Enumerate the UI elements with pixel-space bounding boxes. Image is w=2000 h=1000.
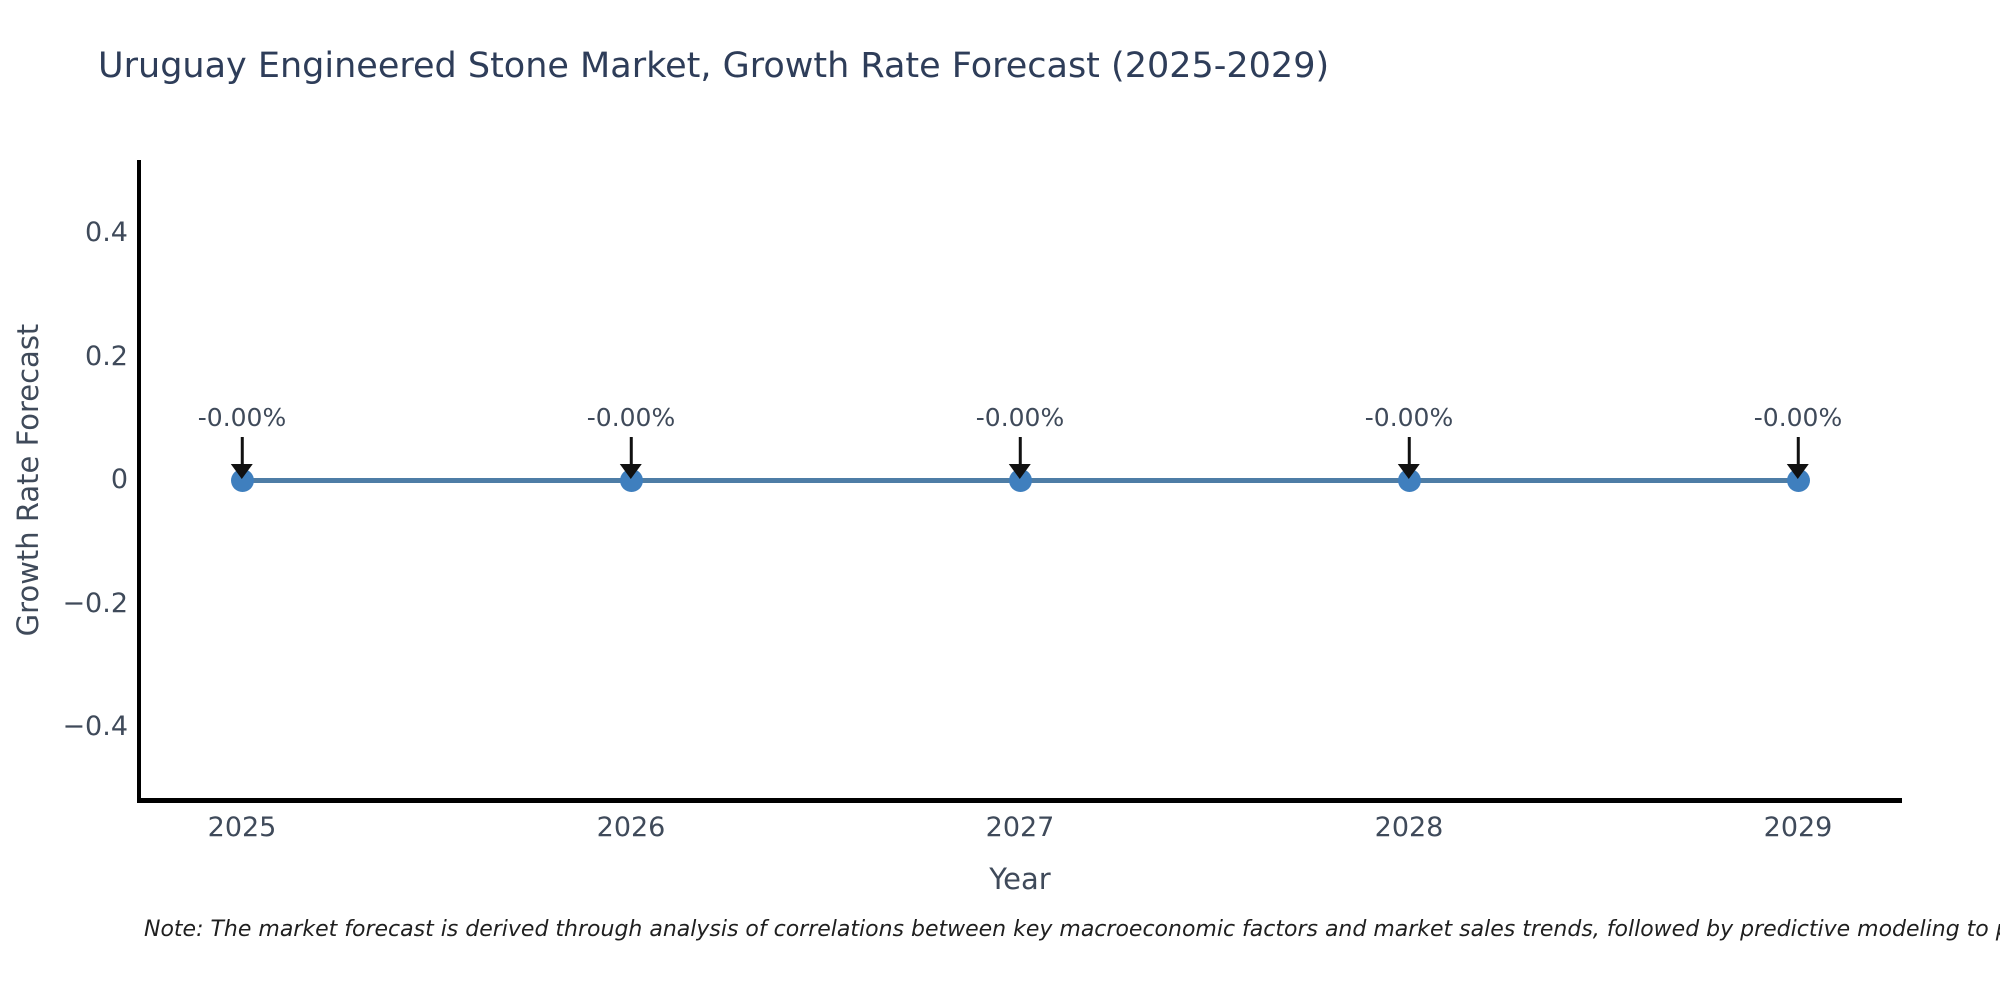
chart-title: Uruguay Engineered Stone Market, Growth … <box>98 46 1330 86</box>
annotation-label: -0.00% <box>586 403 676 432</box>
x-tick-label: 2025 <box>207 812 277 843</box>
y-tick-label: −0.4 <box>62 711 128 742</box>
x-tick-label: 2029 <box>1763 812 1833 843</box>
x-axis-line <box>137 798 1902 803</box>
x-axis-title: Year <box>989 862 1051 896</box>
data-point-annotation: -0.00% <box>587 402 675 479</box>
annotation-arrowhead-icon <box>619 464 642 479</box>
annotation-arrowhead-icon <box>1397 464 1420 479</box>
data-point-annotation: -0.00% <box>198 402 286 479</box>
y-axis-line <box>137 160 141 802</box>
x-tick-label: 2028 <box>1374 812 1444 843</box>
x-tick-label: 2026 <box>596 812 666 843</box>
data-point-annotation: -0.00% <box>1754 402 1842 479</box>
annotation-arrow-icon <box>629 437 633 464</box>
y-tick-label: 0.4 <box>85 217 128 248</box>
annotation-label: -0.00% <box>975 403 1065 432</box>
annotation-arrow-icon <box>1796 437 1800 464</box>
y-tick-label: 0 <box>110 464 128 495</box>
annotation-arrowhead-icon <box>230 464 253 479</box>
data-point-annotation: -0.00% <box>976 402 1064 479</box>
annotation-arrowhead-icon <box>1008 464 1031 479</box>
chart-footnote: Note: The market forecast is derived thr… <box>144 917 2000 942</box>
x-tick-label: 2027 <box>985 812 1055 843</box>
annotation-arrow-icon <box>1018 437 1022 464</box>
annotation-arrow-icon <box>1407 437 1411 464</box>
annotation-label: -0.00% <box>197 403 287 432</box>
y-tick-label: 0.2 <box>85 340 128 372</box>
annotation-label: -0.00% <box>1753 403 1843 432</box>
y-tick-label: −0.2 <box>62 587 128 619</box>
annotation-label: -0.00% <box>1364 403 1454 432</box>
annotation-arrowhead-icon <box>1786 464 1809 479</box>
data-point-annotation: -0.00% <box>1365 402 1453 479</box>
annotation-arrow-icon <box>240 437 244 464</box>
